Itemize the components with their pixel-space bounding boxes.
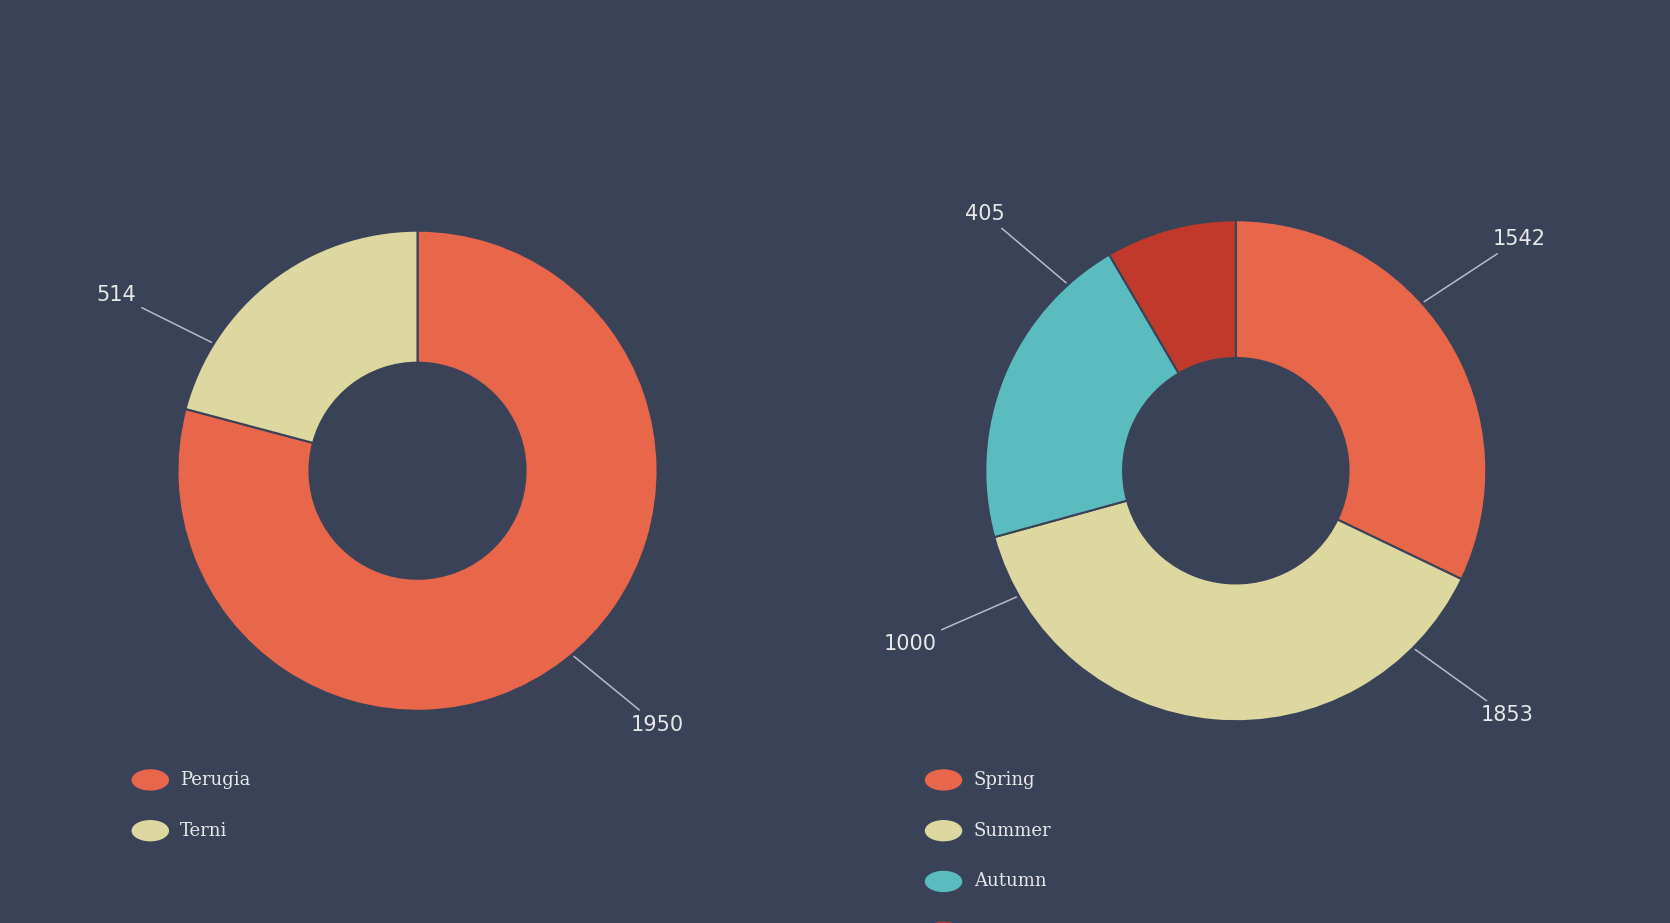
Wedge shape <box>1236 221 1486 579</box>
Circle shape <box>925 770 962 790</box>
Wedge shape <box>1109 221 1236 374</box>
Text: Summer: Summer <box>974 821 1050 840</box>
Text: 1853: 1853 <box>1414 650 1533 725</box>
Circle shape <box>925 821 962 841</box>
Text: Autumn: Autumn <box>974 872 1045 891</box>
Wedge shape <box>177 231 658 711</box>
Wedge shape <box>985 255 1179 537</box>
Circle shape <box>132 770 169 790</box>
Text: Terni: Terni <box>180 821 227 840</box>
Text: 405: 405 <box>965 204 1065 282</box>
Text: 514: 514 <box>97 285 212 342</box>
Circle shape <box>132 821 169 841</box>
Wedge shape <box>185 231 418 443</box>
Text: 1950: 1950 <box>574 656 683 735</box>
Text: 1000: 1000 <box>883 597 1017 653</box>
Circle shape <box>925 871 962 892</box>
Text: 1542: 1542 <box>1425 230 1546 302</box>
Text: Perugia: Perugia <box>180 771 250 789</box>
Wedge shape <box>994 500 1461 721</box>
Text: Spring: Spring <box>974 771 1035 789</box>
